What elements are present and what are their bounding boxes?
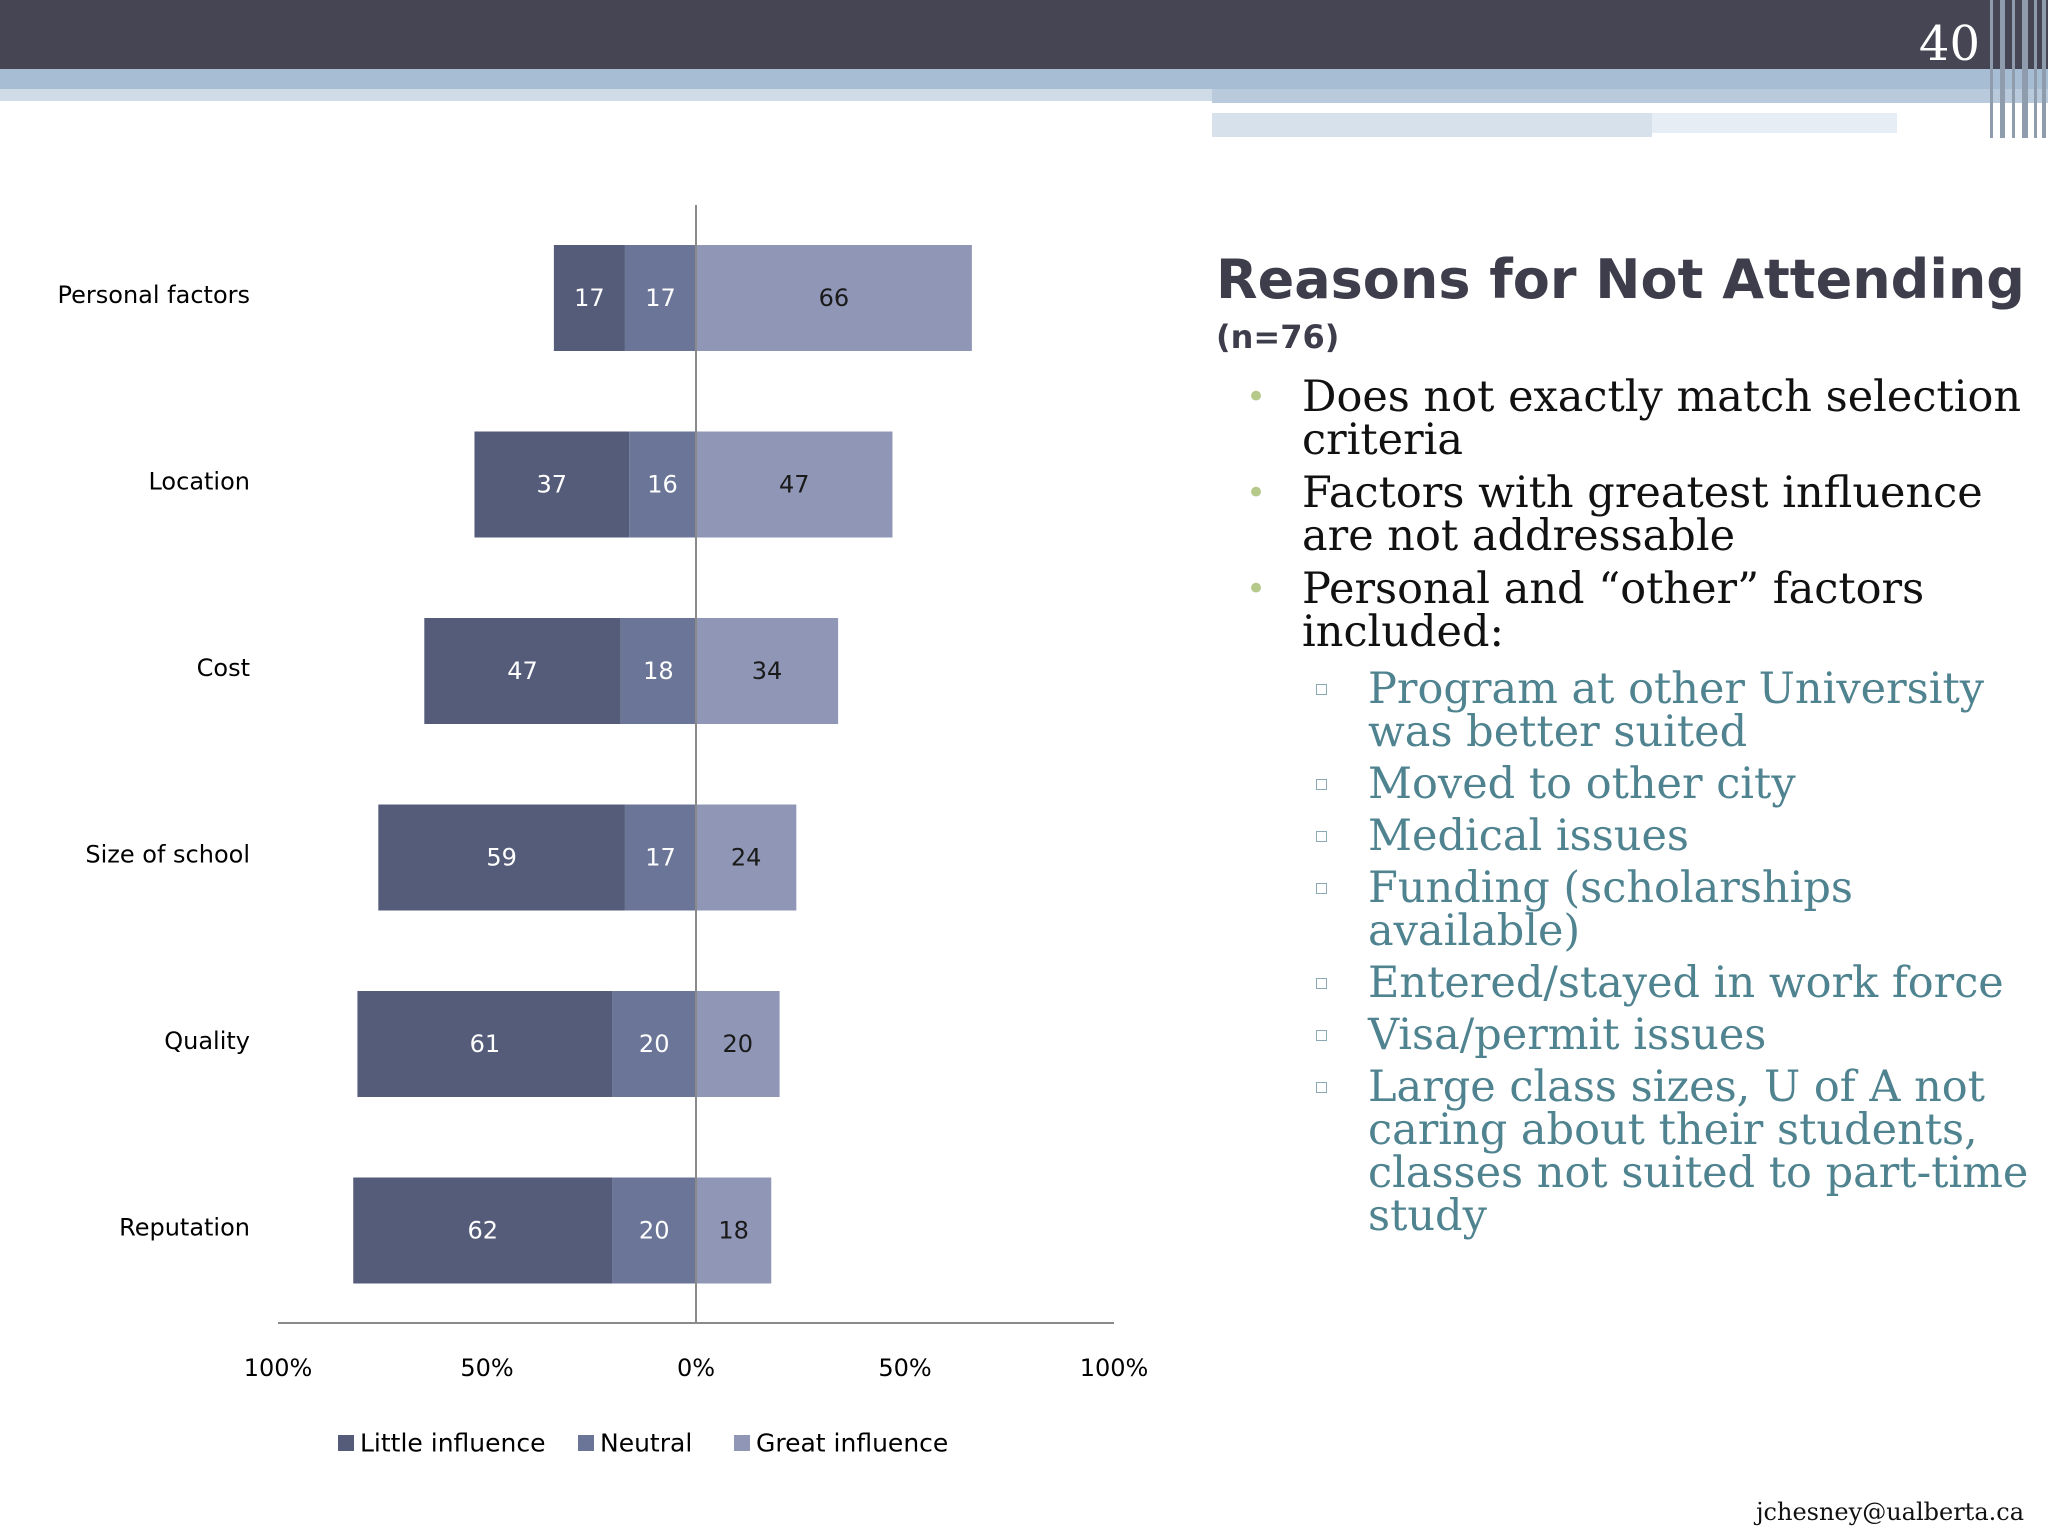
legend-label: Neutral [600,1429,692,1458]
bullet-dot-icon: • [1246,473,1267,513]
bar-neutral [624,245,696,351]
square-bullet-icon [1316,1082,1327,1093]
category-label: Quality [164,1027,250,1055]
bar-neutral [629,431,696,538]
bar-little-influence [357,991,613,1097]
data-label: 18 [718,1217,749,1245]
bar-great-influence [696,804,797,911]
legend-swatch [734,1435,750,1451]
decorative-lines [1986,0,2048,138]
sub-bullet-item: Entered/stayed in work force [1310,962,2030,1005]
category-label: Cost [197,654,250,682]
legend-swatch [338,1435,354,1451]
bar-neutral [620,618,696,724]
slide-subtitle: (n=76) [1216,318,1340,356]
slide-title: Reasons for Not Attending [1216,248,2025,311]
bullet-text: Factors with greatest influence are not … [1302,468,1983,561]
data-label: 18 [643,657,674,685]
bullet-dot-icon: • [1246,377,1267,417]
legend-swatch [578,1435,594,1451]
square-bullet-icon [1316,779,1327,790]
sub-bullet-item: Large class sizes, U of A not caring abo… [1310,1066,2030,1238]
header-stripe [0,69,2048,89]
sub-bullet-item: Funding (scholarships available) [1310,867,2030,953]
sub-bullet-text: Large class sizes, U of A not caring abo… [1368,1062,2029,1241]
bullet-text: Personal and “other” factors included: [1302,564,1925,657]
legend-label: Great influence [756,1429,948,1458]
sub-bullet-item: Visa/permit issues [1310,1014,2030,1057]
bar-great-influence [696,1177,772,1284]
header-stripe [0,89,1212,101]
bar-little-influence [474,431,630,538]
sub-bullet-text: Medical issues [1368,811,1689,861]
sub-bullet-item: Program at other University was better s… [1310,668,2030,754]
bullet-dot-icon: • [1246,569,1267,609]
data-label: 20 [639,1217,670,1245]
sub-bullet-list: Program at other University was better s… [1310,668,2030,1247]
square-bullet-icon [1316,1030,1327,1041]
bar-great-influence [696,245,972,351]
square-bullet-icon [1316,831,1327,842]
data-label: 20 [639,1030,670,1058]
data-label: 34 [752,657,783,685]
bullet-text: Does not exactly match selection criteri… [1302,372,2022,465]
data-label: 24 [731,844,762,872]
bar-little-influence [424,618,621,724]
category-label: Location [148,468,250,496]
data-label: 66 [819,284,850,312]
header-stripe [1212,103,1897,113]
data-label: 47 [779,471,810,499]
diverging-bar-chart: 17 17 66 Personal factors 37 16 47 Location 47 18… [58,205,1149,1458]
bullet-item: • Does not exactly match selection criter… [1240,376,2030,462]
square-bullet-icon [1316,978,1327,989]
category-label: Size of school [85,841,250,869]
square-bullet-icon [1316,684,1327,695]
sub-bullet-item: Medical issues [1310,815,2030,858]
x-tick-label: 50% [460,1354,513,1382]
header-stripe [1212,113,1652,137]
header-stripe [1652,113,1897,133]
square-bullet-icon [1316,883,1327,894]
bar-neutral [612,991,696,1097]
title-bar [0,0,2048,69]
bullet-item: • Personal and “other” factors included: [1240,568,2030,654]
data-label: 61 [470,1030,501,1058]
data-label: 17 [645,284,676,312]
bar-great-influence [696,618,839,724]
data-label: 16 [647,471,678,499]
x-tick-label: 0% [677,1354,715,1382]
bar-great-influence [696,991,780,1097]
data-label: 62 [468,1217,499,1245]
footer-email: jchesney@ualberta.ca [1756,1498,2024,1526]
legend-label: Little influence [360,1429,546,1458]
bar-little-influence [378,804,625,911]
bar-little-influence [553,245,625,351]
sub-bullet-text: Entered/stayed in work force [1368,958,2004,1008]
bullet-item: • Factors with greatest influence are not… [1240,472,2030,558]
bar-great-influence [696,431,893,538]
bar-neutral [612,1177,696,1284]
sub-bullet-item: Moved to other city [1310,763,2030,806]
data-label: 37 [537,471,568,499]
x-tick-label: 100% [1080,1354,1149,1382]
bullet-list: • Does not exactly match selection criter… [1240,376,2030,664]
data-label: 20 [723,1030,754,1058]
sub-bullet-text: Moved to other city [1368,759,1796,809]
bar-neutral [624,804,696,911]
sub-bullet-text: Visa/permit issues [1368,1010,1767,1060]
category-label: Reputation [119,1214,250,1242]
slide-number: 40 [1918,16,1980,72]
x-tick-label: 100% [244,1354,313,1382]
sub-bullet-text: Program at other University was better s… [1368,664,1985,757]
data-label: 59 [486,844,517,872]
header-stripe [1212,89,2048,103]
sub-bullet-text: Funding (scholarships available) [1368,863,1853,956]
data-label: 47 [507,657,538,685]
data-label: 17 [645,844,676,872]
category-label: Personal factors [58,281,250,309]
data-label: 17 [574,284,605,312]
bar-little-influence [353,1177,613,1284]
x-tick-label: 50% [878,1354,931,1382]
